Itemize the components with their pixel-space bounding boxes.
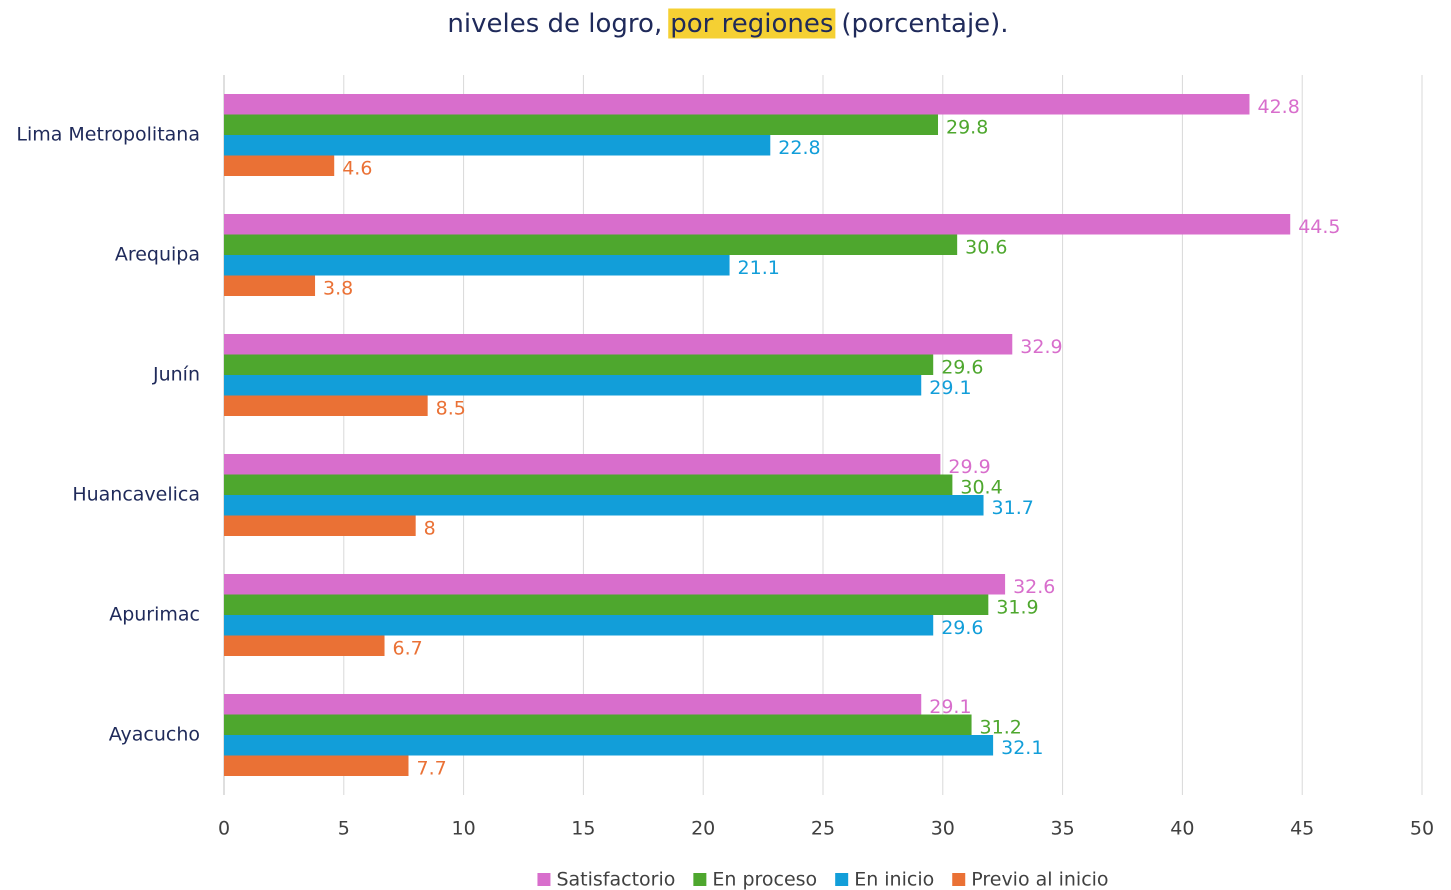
title-part: por regiones: [670, 9, 833, 39]
bar: [224, 636, 385, 657]
data-label: 29.8: [946, 116, 988, 138]
x-tick-label: 10: [452, 818, 476, 840]
data-label: 8.5: [436, 397, 466, 419]
x-tick-label: 35: [1051, 818, 1075, 840]
data-label: 7.7: [416, 757, 446, 779]
legend-swatch: [693, 873, 706, 886]
bar: [224, 574, 1005, 595]
y-tick-label: Lima Metropolitana: [16, 124, 200, 146]
bar: [224, 375, 921, 396]
x-tick-label: 20: [691, 818, 715, 840]
data-label: 8: [424, 517, 436, 539]
x-tick-label: 40: [1170, 818, 1194, 840]
data-label: 4.6: [342, 157, 372, 179]
bar: [224, 735, 993, 756]
legend-label: Satisfactorio: [556, 869, 675, 890]
bar: [224, 454, 940, 475]
legend-swatch: [835, 873, 848, 886]
bar: [224, 756, 408, 777]
bar: [224, 355, 933, 376]
bar: [224, 214, 1290, 235]
bar: [224, 396, 428, 417]
y-tick-label: Arequipa: [115, 244, 200, 266]
bar: [224, 334, 1012, 355]
legend-label: En inicio: [854, 869, 934, 890]
data-label: 22.8: [778, 137, 820, 159]
y-tick-label: Ayacucho: [109, 724, 200, 746]
data-label: 32.1: [1001, 737, 1043, 759]
bar: [224, 235, 957, 256]
x-tick-label: 15: [571, 818, 595, 840]
legend-label: En proceso: [712, 869, 817, 890]
data-label: 32.9: [1020, 336, 1062, 358]
data-label: 31.2: [980, 716, 1022, 738]
legend-label: Previo al inicio: [971, 869, 1108, 890]
data-label: 6.7: [393, 637, 423, 659]
bar: [224, 115, 938, 136]
bar: [224, 156, 334, 177]
bar: [224, 495, 984, 516]
y-tick-label: Huancavelica: [72, 484, 200, 506]
legend-swatch: [952, 873, 965, 886]
data-label: 31.7: [992, 497, 1034, 519]
legend-swatch: [537, 873, 550, 886]
bar: [224, 276, 315, 297]
data-label: 30.4: [960, 476, 1002, 498]
chart: niveles de logro, por regiones (porcentaje…: [0, 0, 1451, 890]
bar: [224, 694, 921, 715]
x-tick-label: 45: [1290, 818, 1314, 840]
data-label: 29.9: [948, 456, 990, 478]
bar: [224, 135, 770, 156]
bar: [224, 255, 730, 276]
data-label: 32.6: [1013, 576, 1055, 598]
data-label: 30.6: [965, 236, 1007, 258]
x-tick-label: 30: [931, 818, 955, 840]
bar: [224, 595, 988, 616]
data-label: 29.1: [929, 696, 971, 718]
y-tick-label: Apurimac: [109, 604, 200, 626]
data-label: 29.1: [929, 377, 971, 399]
data-label: 3.8: [323, 277, 353, 299]
legend: Satisfactorio En proceso En inicio Previo a…: [537, 869, 1108, 890]
x-tick-label: 0: [218, 818, 230, 840]
data-label: 31.9: [996, 596, 1038, 618]
data-label: 42.8: [1257, 96, 1299, 118]
title-part: niveles de logro,: [447, 9, 662, 39]
title-part: (porcentaje).: [841, 9, 1008, 39]
bar: [224, 475, 952, 496]
x-tick-label: 5: [338, 818, 350, 840]
bar: [224, 615, 933, 636]
x-tick-label: 50: [1410, 818, 1434, 840]
data-label: 21.1: [738, 257, 780, 279]
bar: [224, 715, 972, 736]
x-tick-label: 25: [811, 818, 835, 840]
data-label: 29.6: [941, 617, 983, 639]
bar: [224, 516, 416, 537]
data-label: 29.6: [941, 356, 983, 378]
y-tick-label: Junín: [152, 364, 200, 386]
bar: [224, 94, 1249, 115]
data-label: 44.5: [1298, 216, 1340, 238]
chart-title: niveles de logro, por regiones (porcentaje…: [447, 9, 1008, 39]
